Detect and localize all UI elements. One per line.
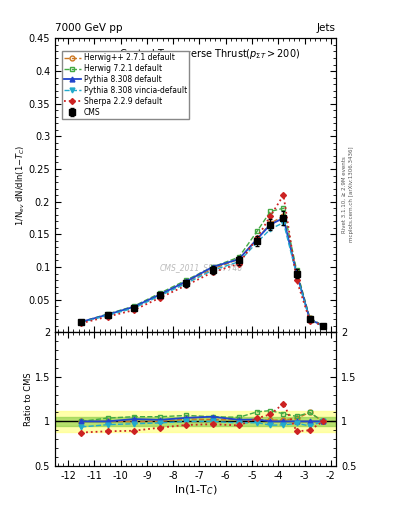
- Herwig++ 2.7.1 default: [79, 319, 84, 325]
- Line: Sherpa 2.2.9 default: Sherpa 2.2.9 default: [79, 193, 325, 328]
- Pythia 8.308 vincia-default: [79, 319, 84, 326]
- Text: mcplots.cern.ch [arXiv:1306.3436]: mcplots.cern.ch [arXiv:1306.3436]: [349, 147, 354, 242]
- Herwig++ 2.7.1 default: [255, 236, 260, 242]
- Bar: [55, 417, 336, 426]
- Pythia 8.308 default: [255, 236, 260, 242]
- Pythia 8.308 vincia-default: [237, 259, 241, 265]
- Pythia 8.308 vincia-default: [294, 272, 299, 278]
- Pythia 8.308 default: [237, 256, 241, 262]
- Herwig++ 2.7.1 default: [307, 315, 312, 321]
- Herwig 7.2.1 default: [307, 315, 312, 321]
- Herwig++ 2.7.1 default: [184, 279, 189, 285]
- Herwig++ 2.7.1 default: [158, 292, 162, 298]
- Pythia 8.308 default: [307, 316, 312, 323]
- Bar: [55, 411, 336, 432]
- Sherpa 2.2.9 default: [184, 282, 189, 288]
- Pythia 8.308 vincia-default: [307, 317, 312, 323]
- Herwig 7.2.1 default: [321, 323, 325, 329]
- Pythia 8.308 default: [131, 304, 136, 310]
- Pythia 8.308 vincia-default: [184, 280, 189, 286]
- Herwig++ 2.7.1 default: [210, 266, 215, 272]
- Sherpa 2.2.9 default: [131, 307, 136, 313]
- Pythia 8.308 vincia-default: [158, 293, 162, 299]
- X-axis label: ln(1-T$_C$): ln(1-T$_C$): [174, 483, 217, 497]
- Herwig 7.2.1 default: [268, 208, 273, 215]
- Pythia 8.308 default: [158, 291, 162, 297]
- Sherpa 2.2.9 default: [307, 317, 312, 324]
- Herwig 7.2.1 default: [184, 277, 189, 283]
- Pythia 8.308 default: [210, 264, 215, 270]
- Pythia 8.308 vincia-default: [131, 305, 136, 311]
- Line: Pythia 8.308 vincia-default: Pythia 8.308 vincia-default: [79, 220, 325, 328]
- Text: Rivet 3.1.10, ≥ 2.9M events: Rivet 3.1.10, ≥ 2.9M events: [342, 156, 346, 233]
- Pythia 8.308 vincia-default: [321, 323, 325, 329]
- Sherpa 2.2.9 default: [210, 269, 215, 275]
- Line: Herwig++ 2.7.1 default: Herwig++ 2.7.1 default: [79, 214, 325, 328]
- Sherpa 2.2.9 default: [255, 234, 260, 241]
- Sherpa 2.2.9 default: [79, 320, 84, 326]
- Herwig++ 2.7.1 default: [131, 305, 136, 311]
- Sherpa 2.2.9 default: [321, 323, 325, 329]
- Text: Central Transverse Thrust$(p_{\Sigma T} > 200)$: Central Transverse Thrust$(p_{\Sigma T} …: [119, 47, 300, 61]
- Line: Herwig 7.2.1 default: Herwig 7.2.1 default: [79, 206, 325, 328]
- Pythia 8.308 default: [268, 222, 273, 228]
- Herwig++ 2.7.1 default: [281, 213, 286, 219]
- Sherpa 2.2.9 default: [158, 294, 162, 301]
- Pythia 8.308 vincia-default: [255, 239, 260, 245]
- Pythia 8.308 default: [79, 319, 84, 325]
- Sherpa 2.2.9 default: [294, 277, 299, 283]
- Sherpa 2.2.9 default: [268, 213, 273, 219]
- Line: Pythia 8.308 default: Pythia 8.308 default: [79, 216, 325, 328]
- Pythia 8.308 default: [184, 279, 189, 285]
- Herwig 7.2.1 default: [237, 254, 241, 260]
- Herwig 7.2.1 default: [281, 205, 286, 211]
- Sherpa 2.2.9 default: [105, 313, 110, 319]
- Pythia 8.308 vincia-default: [281, 220, 286, 226]
- Pythia 8.308 default: [105, 312, 110, 318]
- Herwig++ 2.7.1 default: [321, 323, 325, 329]
- Herwig++ 2.7.1 default: [294, 268, 299, 274]
- Herwig 7.2.1 default: [210, 264, 215, 270]
- Text: 7000 GeV pp: 7000 GeV pp: [55, 23, 123, 33]
- Y-axis label: Ratio to CMS: Ratio to CMS: [24, 372, 33, 426]
- Pythia 8.308 default: [321, 323, 325, 329]
- Herwig 7.2.1 default: [255, 228, 260, 234]
- Herwig 7.2.1 default: [131, 303, 136, 309]
- Herwig 7.2.1 default: [294, 267, 299, 273]
- Legend: Herwig++ 2.7.1 default, Herwig 7.2.1 default, Pythia 8.308 default, Pythia 8.308: Herwig++ 2.7.1 default, Herwig 7.2.1 def…: [62, 51, 189, 119]
- Y-axis label: 1/N$_{ev}$ dN/d$\ln(1{-}T_C)$: 1/N$_{ev}$ dN/d$\ln(1{-}T_C)$: [15, 144, 27, 226]
- Herwig 7.2.1 default: [158, 290, 162, 296]
- Pythia 8.308 vincia-default: [210, 267, 215, 273]
- Sherpa 2.2.9 default: [281, 192, 286, 198]
- Pythia 8.308 vincia-default: [268, 226, 273, 232]
- Herwig++ 2.7.1 default: [268, 220, 273, 226]
- Herwig 7.2.1 default: [79, 319, 84, 325]
- Herwig++ 2.7.1 default: [105, 312, 110, 318]
- Herwig 7.2.1 default: [105, 311, 110, 317]
- Pythia 8.308 default: [281, 215, 286, 221]
- Sherpa 2.2.9 default: [237, 261, 241, 267]
- Pythia 8.308 default: [294, 270, 299, 276]
- Text: Jets: Jets: [317, 23, 336, 33]
- Text: CMS_2011_S8957746: CMS_2011_S8957746: [160, 263, 243, 272]
- Herwig++ 2.7.1 default: [237, 256, 241, 262]
- Pythia 8.308 vincia-default: [105, 312, 110, 318]
